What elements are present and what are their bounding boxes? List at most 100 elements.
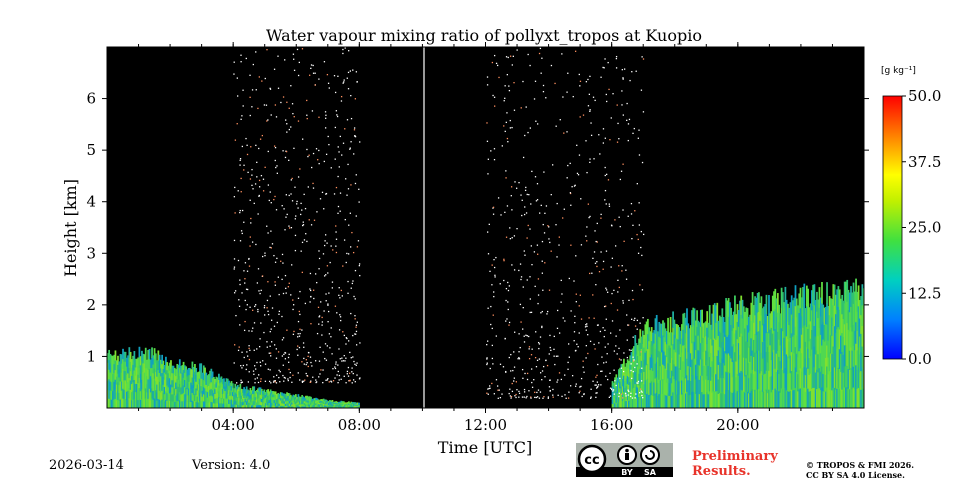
heatmap-cell bbox=[225, 398, 228, 404]
noise-point bbox=[578, 305, 580, 307]
heatmap-cell bbox=[836, 348, 839, 369]
heatmap-cell bbox=[172, 379, 175, 388]
heatmap-cell bbox=[763, 391, 765, 408]
heatmap-cell bbox=[649, 331, 652, 345]
noise-point bbox=[505, 287, 508, 290]
heatmap-cell bbox=[109, 362, 112, 373]
heatmap-cell bbox=[677, 394, 680, 408]
heatmap-cell bbox=[827, 323, 830, 341]
noise-point bbox=[643, 233, 645, 236]
noise-point bbox=[246, 153, 249, 156]
heatmap-cell bbox=[833, 325, 836, 347]
noise-point bbox=[605, 289, 608, 291]
noise-point bbox=[505, 170, 507, 172]
heatmap-cell bbox=[612, 395, 615, 401]
heatmap-cell bbox=[798, 369, 801, 390]
heatmap-cell bbox=[813, 284, 816, 306]
heatmap-cell bbox=[792, 318, 794, 337]
noise-point bbox=[613, 369, 615, 371]
noise-point bbox=[536, 391, 538, 394]
heatmap-cell bbox=[211, 395, 214, 403]
heatmap-cell bbox=[182, 377, 185, 386]
heatmap-cell bbox=[785, 335, 788, 355]
heatmap-cell bbox=[712, 373, 715, 392]
noise-point bbox=[256, 348, 258, 350]
noise-point bbox=[639, 284, 641, 286]
heatmap-cell bbox=[826, 387, 828, 408]
cc-by-sa-license-badge[interactable]: cc BY SA bbox=[576, 443, 673, 477]
heatmap-cell bbox=[330, 404, 333, 407]
heatmap-cell bbox=[271, 396, 273, 400]
noise-point bbox=[304, 207, 307, 210]
noise-point bbox=[264, 363, 267, 365]
heatmap-cell bbox=[678, 381, 681, 396]
noise-point bbox=[626, 119, 628, 122]
heatmap-cell bbox=[231, 391, 234, 397]
heatmap-cell bbox=[173, 387, 176, 396]
heatmap-cell bbox=[353, 404, 355, 406]
heatmap-cell bbox=[660, 379, 663, 395]
heatmap-cell bbox=[108, 359, 111, 370]
noise-point bbox=[597, 385, 599, 388]
noise-point bbox=[487, 307, 489, 309]
noise-point bbox=[490, 323, 492, 326]
noise-point bbox=[568, 277, 570, 280]
noise-point bbox=[283, 380, 285, 382]
heatmap-cell bbox=[778, 373, 780, 392]
heatmap-cell bbox=[674, 393, 677, 408]
heatmap-cell bbox=[224, 394, 227, 400]
heatmap-cell bbox=[823, 391, 826, 408]
noise-point bbox=[292, 308, 294, 311]
heatmap-cell bbox=[732, 391, 735, 408]
heatmap-cell bbox=[300, 404, 302, 407]
heatmap-cell bbox=[794, 326, 797, 348]
heatmap-cell bbox=[143, 372, 146, 382]
heatmap-cell bbox=[629, 381, 632, 391]
heatmap-cell bbox=[310, 400, 312, 403]
heatmap-cell bbox=[185, 373, 187, 381]
heatmap-cell bbox=[768, 295, 770, 315]
heatmap-cell bbox=[204, 367, 206, 375]
noise-point bbox=[570, 310, 572, 312]
heatmap-cell bbox=[294, 401, 297, 404]
heatmap-cell bbox=[747, 347, 750, 363]
heatmap-cell bbox=[674, 323, 677, 339]
noise-point bbox=[310, 224, 313, 226]
noise-point bbox=[323, 160, 325, 163]
noise-point bbox=[628, 118, 631, 121]
noise-point bbox=[621, 265, 623, 267]
heatmap-cell bbox=[326, 405, 329, 408]
heatmap-cell bbox=[751, 292, 754, 312]
heatmap-cell bbox=[124, 370, 127, 381]
noise-point bbox=[331, 287, 334, 289]
heatmap-cell bbox=[147, 349, 150, 361]
heatmap-cell bbox=[783, 355, 786, 374]
noise-point bbox=[281, 339, 284, 341]
heatmap-cell bbox=[312, 401, 315, 404]
heatmap-cell bbox=[321, 403, 324, 406]
heatmap-cell bbox=[142, 362, 145, 373]
heatmap-cell bbox=[165, 373, 167, 383]
noise-point bbox=[636, 319, 639, 322]
noise-point bbox=[342, 142, 345, 144]
heatmap-cell bbox=[814, 390, 817, 408]
noise-point bbox=[596, 381, 599, 383]
noise-point bbox=[523, 250, 525, 252]
heatmap-cell bbox=[689, 380, 692, 395]
heatmap-cell bbox=[218, 396, 220, 403]
noise-point bbox=[622, 114, 624, 116]
heatmap-cell bbox=[803, 345, 806, 368]
heatmap-cell bbox=[219, 382, 222, 389]
heatmap-cell bbox=[181, 379, 184, 388]
heatmap-cell bbox=[640, 348, 643, 361]
heatmap-cell bbox=[856, 388, 859, 408]
heatmap-cell bbox=[649, 344, 652, 358]
heatmap-cell bbox=[611, 381, 614, 387]
heatmap-cell bbox=[836, 289, 839, 310]
heatmap-cell bbox=[235, 397, 238, 402]
heatmap-cell bbox=[744, 327, 746, 345]
heatmap-cell bbox=[268, 405, 271, 408]
heatmap-cell bbox=[852, 387, 855, 408]
noisy-high-altitude-signal-2-layer bbox=[486, 47, 645, 399]
heatmap-cell bbox=[132, 399, 134, 408]
